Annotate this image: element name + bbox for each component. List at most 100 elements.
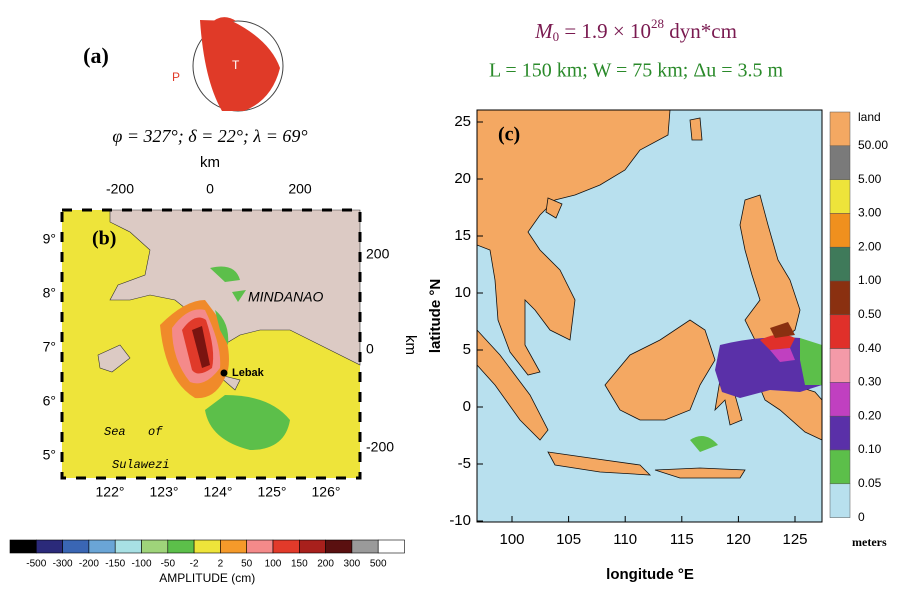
panel-label: (a) [83,43,109,68]
colorbar-swatch [352,540,378,553]
y-tick-label: 0 [463,398,471,415]
colorbar-swatch [378,540,404,553]
colorbar-swatch [299,540,325,553]
colorbar-label: -150 [105,559,125,570]
colorbar-label: -50 [161,559,176,570]
colorbar-label: 2 [218,559,224,570]
figure: (a) P T φ = 327°; δ = 22°; λ = 69° km (b… [0,0,897,591]
colorbar-swatch [326,540,352,553]
land-taiwan [690,118,702,140]
y-tick-label: 10 [454,284,471,301]
axis-title: km [402,335,419,355]
x-tick-label: 110 [613,531,637,548]
right-tick-label: 200 [366,246,390,262]
colorbar-label: 300 [344,559,361,570]
colorbar-swatch [194,540,220,553]
colorbar-swatch [168,540,194,553]
place-label: Lebak [232,367,265,379]
y-tick-label: -10 [449,512,471,529]
legend-swatch [830,484,850,518]
y-tick-label: 20 [454,170,471,187]
colorbar-swatch [36,540,62,553]
legend-swatch [830,349,850,383]
place-label: Sulawezi [112,458,170,472]
y-tick-label: 5 [463,341,471,358]
y-tick-label: 15 [454,227,471,244]
legend-label: 0 [858,510,865,524]
axis-title: km [200,154,220,171]
legend-swatch [830,247,850,281]
colorbar-swatch [10,540,36,553]
x-tick-label: 105 [556,531,581,548]
lat-tick-label: 8° [43,285,56,301]
legend-swatch [830,281,850,315]
legend-swatch [830,112,850,146]
lon-tick-label: 123° [150,484,179,500]
legend-unit: meters [852,535,887,549]
p-axis: P [172,70,180,84]
t-axis: T [232,58,240,72]
colorbar-label: -100 [131,559,151,570]
colorbar-label: 200 [317,559,334,570]
lat-tick-label: 9° [43,231,56,247]
colorbar-swatch [89,540,115,553]
town-marker [221,370,228,377]
colorbar-label: -200 [79,559,99,570]
moment-exponent: 28 [651,16,664,31]
place-label: MINDANAO [248,289,324,305]
colorbar-swatch [142,540,168,553]
legend-label: land [858,110,881,124]
x-tick-label: 100 [499,531,524,548]
panel-label: (b) [92,228,116,250]
place-label: of [148,425,163,439]
colorbar-label: -2 [190,559,199,570]
lon-tick-label: 126° [312,484,341,500]
legend-swatch [830,213,850,247]
legend-label: 0.20 [858,408,882,422]
legend-label: 0.50 [858,307,882,321]
legend-label: 0.10 [858,442,882,456]
lon-tick-label: 122° [96,484,125,500]
colorbar-swatch [220,540,246,553]
lat-tick-label: 6° [43,393,56,409]
colorbar-swatch [273,540,299,553]
legend-swatch [830,382,850,416]
axis-title: longitude °E [606,566,694,583]
colorbar-swatch [63,540,89,553]
colorbar-title: AMPLITUDE (cm) [159,571,255,585]
lat-tick-label: 5° [43,447,56,463]
y-tick-label: 25 [454,113,471,130]
legend-label: 1.00 [858,273,882,287]
lat-tick-label: 7° [43,339,56,355]
legend-swatch [830,146,850,180]
moment-symbol: M [534,19,554,43]
legend-label: 50.00 [858,138,888,152]
axis-title: latitude °N [427,279,444,353]
colorbar-swatch [247,540,273,553]
x-tick-label: 115 [670,531,694,548]
lon-tick-label: 124° [204,484,233,500]
fault-params: L = 150 km; W = 75 km; Δu = 3.5 m [489,60,784,82]
x-tick-label: 125 [782,531,807,548]
colorbar-label: -300 [53,559,73,570]
legend-swatch [830,416,850,450]
lon-tick-label: 125° [258,484,287,500]
moment-unit: dyn*cm [664,19,737,43]
place-label: Sea [104,425,126,439]
colorbar-label: 500 [370,559,387,570]
right-tick-label: 0 [366,341,374,357]
moment: M0 = 1.9 × 1028 dyn*cm [534,16,737,44]
legend-label: 0.05 [858,476,882,490]
colorbar-label: 100 [265,559,282,570]
legend-swatch [830,450,850,484]
y-tick-label: -5 [458,455,471,472]
right-tick-label: -200 [366,439,394,455]
legend-label: 0.30 [858,375,882,389]
top-tick-label: -200 [106,181,134,197]
colorbar-label: 50 [241,559,253,570]
colorbar-label: -500 [26,559,46,570]
mechanism: φ = 327°; δ = 22°; λ = 69° [112,126,307,146]
colorbar-swatch [115,540,141,553]
legend-swatch [830,315,850,349]
legend-label: 2.00 [858,239,882,253]
